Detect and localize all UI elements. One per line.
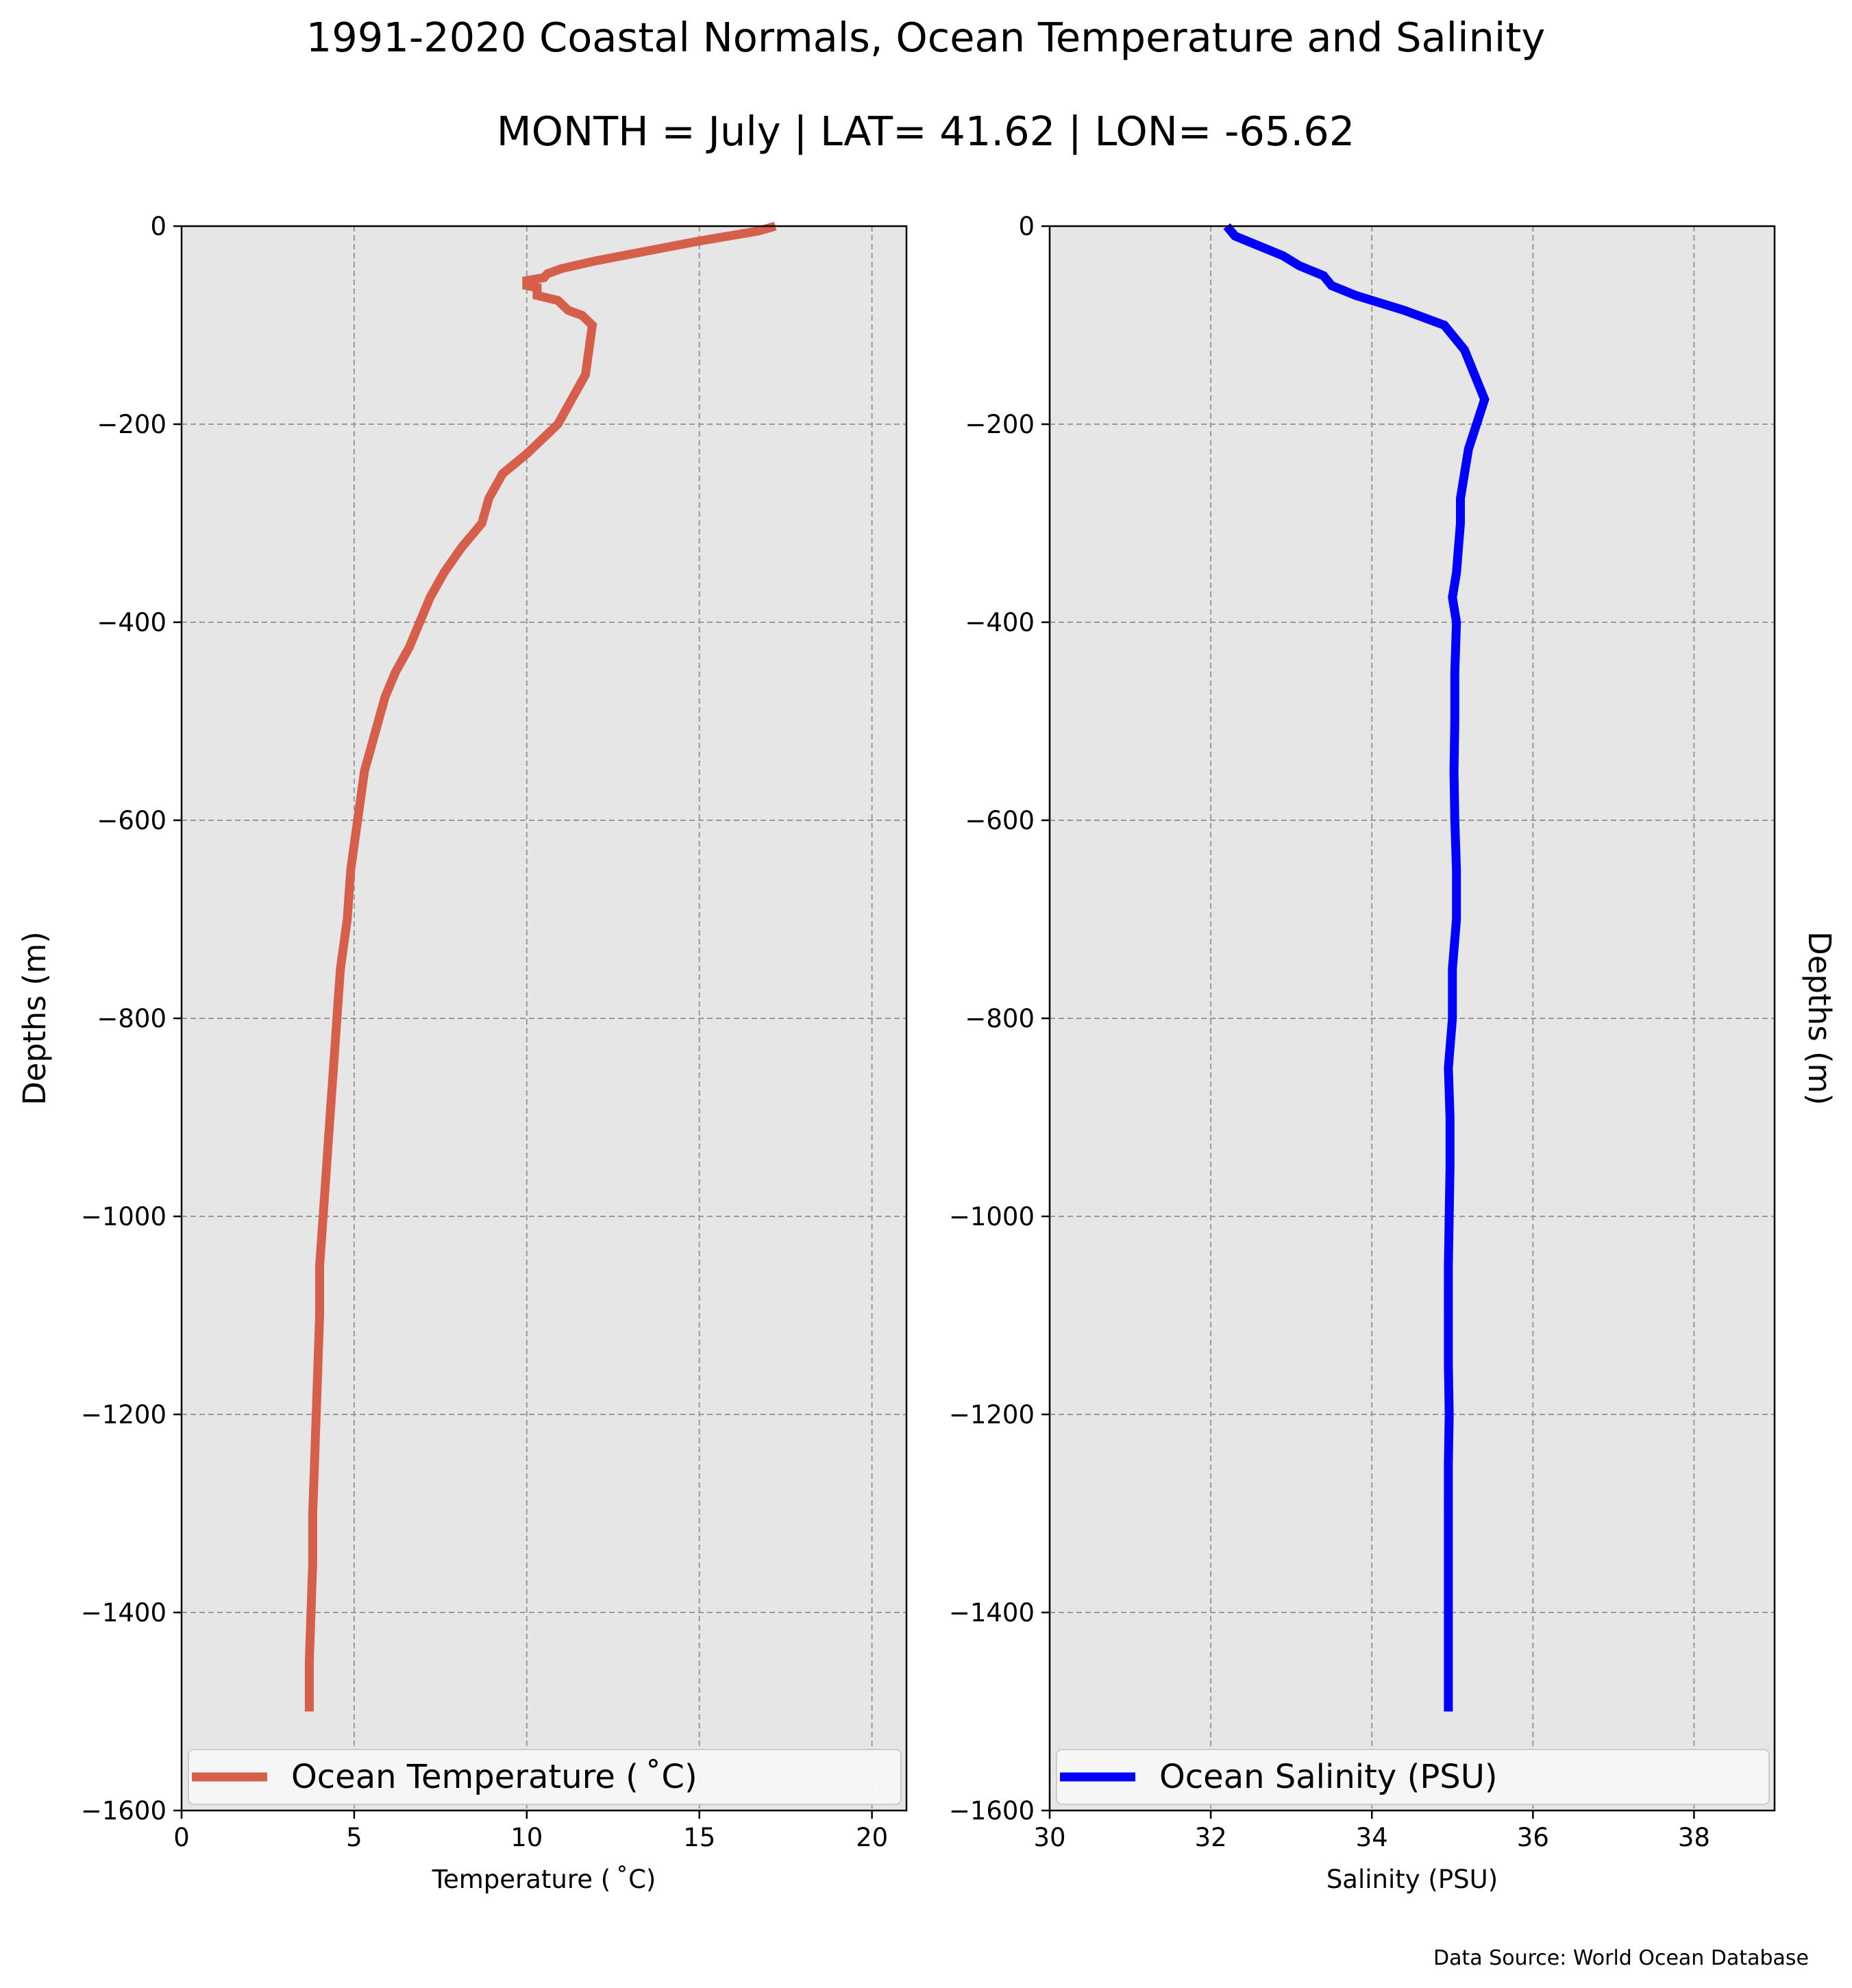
temperature-y-axis-label: Depths (m) (16, 931, 53, 1105)
temperature-x-tick-label-1: 5 (346, 1823, 362, 1852)
temperature-x-tick-label-2: 10 (510, 1823, 543, 1852)
salinity-y-tick-label-5: −1000 (949, 1202, 1035, 1231)
temperature-legend-label: Ocean Temperature ( ˚C) (291, 1758, 697, 1796)
salinity-y-tick-label-6: −1200 (949, 1400, 1035, 1429)
temperature-y-tick-label-7: −1400 (81, 1598, 166, 1628)
temperature-grid (182, 226, 906, 1811)
salinity-y-tick-label-7: −1400 (949, 1598, 1035, 1628)
salinity-y-tick-label-4: −800 (965, 1004, 1035, 1033)
salinity-series (1223, 223, 1490, 1712)
salinity-y-tick-label-1: −200 (965, 410, 1035, 439)
salinity-x-tick-label-4: 38 (1678, 1823, 1710, 1852)
salinity-y-tick-label-2: −400 (965, 608, 1035, 637)
salinity-legend: Ocean Salinity (PSU) (1056, 1749, 1770, 1805)
temperature-legend-box (188, 1749, 902, 1805)
salinity-legend-label: Ocean Salinity (PSU) (1159, 1758, 1498, 1796)
temperature-series-line-0 (304, 221, 777, 1712)
salinity-series-line-0 (1223, 223, 1490, 1712)
salinity-x-tick-label-0: 30 (1033, 1823, 1065, 1852)
temperature-x-tick-label-3: 15 (683, 1823, 715, 1852)
salinity-legend-box (1056, 1749, 1770, 1805)
salinity-grid (1050, 226, 1775, 1811)
figure-title: 1991-2020 Coastal Normals, Ocean Tempera… (306, 14, 1546, 61)
figure-subtitle: MONTH = July | LAT= 41.62 | LON= -65.62 (497, 108, 1355, 155)
temperature-series (304, 221, 777, 1712)
temperature-y-tick-label-1: −200 (97, 410, 166, 439)
temperature-panel: 0 5 10 15 20 0 −200 −400 −600 −800 −1000 −1200 −1400… (16, 212, 908, 1894)
temperature-x-tick-label-0: 0 (173, 1823, 190, 1852)
salinity-x-tick-label-1: 32 (1195, 1823, 1227, 1852)
salinity-y-axis-label: Depths (m) (1801, 931, 1838, 1105)
temperature-y-tick-label-0: 0 (150, 212, 166, 241)
temperature-legend: Ocean Temperature ( ˚C) (188, 1749, 902, 1805)
salinity-ticks: 30 32 34 36 38 0 −200 −400 −600 −800 −1000 −1200 −14… (949, 212, 1710, 1852)
temperature-y-tick-label-5: −1000 (81, 1202, 166, 1231)
temperature-y-tick-label-8: −1600 (81, 1796, 166, 1826)
salinity-x-tick-label-2: 34 (1356, 1823, 1388, 1852)
temperature-x-axis-label: Temperature ( ˚C) (432, 1865, 656, 1894)
salinity-x-axis-label: Salinity (PSU) (1326, 1865, 1498, 1894)
temperature-x-tick-label-4: 20 (856, 1823, 888, 1852)
temperature-y-tick-label-2: −400 (97, 608, 166, 637)
salinity-y-tick-label-8: −1600 (949, 1796, 1035, 1826)
salinity-y-tick-label-3: −600 (965, 806, 1035, 835)
salinity-panel: 30 32 34 36 38 0 −200 −400 −600 −800 −1000 −1200 −14… (949, 212, 1838, 1894)
temperature-y-tick-label-6: −1200 (81, 1400, 166, 1429)
data-source-note: Data Source: World Ocean Database (1433, 1946, 1809, 1970)
salinity-x-tick-label-3: 36 (1517, 1823, 1549, 1852)
salinity-y-tick-label-0: 0 (1018, 212, 1035, 241)
temperature-y-tick-label-4: −800 (97, 1004, 166, 1033)
temperature-ticks: 0 5 10 15 20 0 −200 −400 −600 −800 −1000 −1200 −1400… (81, 212, 888, 1852)
temperature-y-tick-label-3: −600 (97, 806, 166, 835)
